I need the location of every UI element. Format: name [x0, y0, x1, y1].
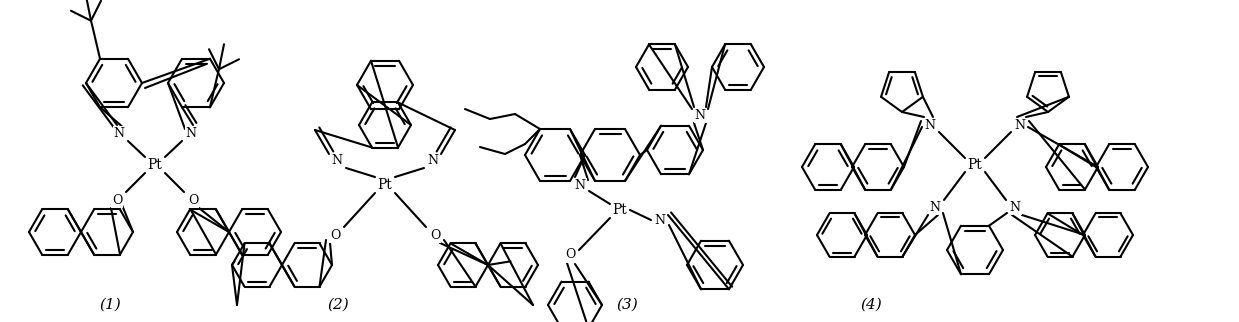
Text: (2): (2)	[327, 298, 349, 312]
Text: Pt: Pt	[968, 158, 983, 172]
Text: N: N	[929, 201, 940, 213]
Text: O: O	[330, 229, 341, 242]
Text: Pt: Pt	[378, 178, 393, 192]
Text: O: O	[188, 194, 198, 206]
Text: N: N	[186, 127, 197, 139]
Text: N: N	[1015, 118, 1026, 131]
Text: Pt: Pt	[612, 203, 627, 217]
Text: N: N	[427, 154, 439, 166]
Text: N: N	[332, 154, 342, 166]
Text: (3): (3)	[616, 298, 638, 312]
Text: O: O	[565, 249, 575, 261]
Text: O: O	[430, 229, 440, 242]
Text: N: N	[695, 109, 705, 121]
Text: Pt: Pt	[147, 158, 162, 172]
Text: N: N	[114, 127, 124, 139]
Text: (4): (4)	[860, 298, 882, 312]
Text: N: N	[1010, 201, 1021, 213]
Text: N: N	[575, 178, 586, 192]
Text: N: N	[654, 213, 665, 226]
Text: O: O	[112, 194, 123, 206]
Text: N: N	[924, 118, 935, 131]
Text: (1): (1)	[99, 298, 121, 312]
